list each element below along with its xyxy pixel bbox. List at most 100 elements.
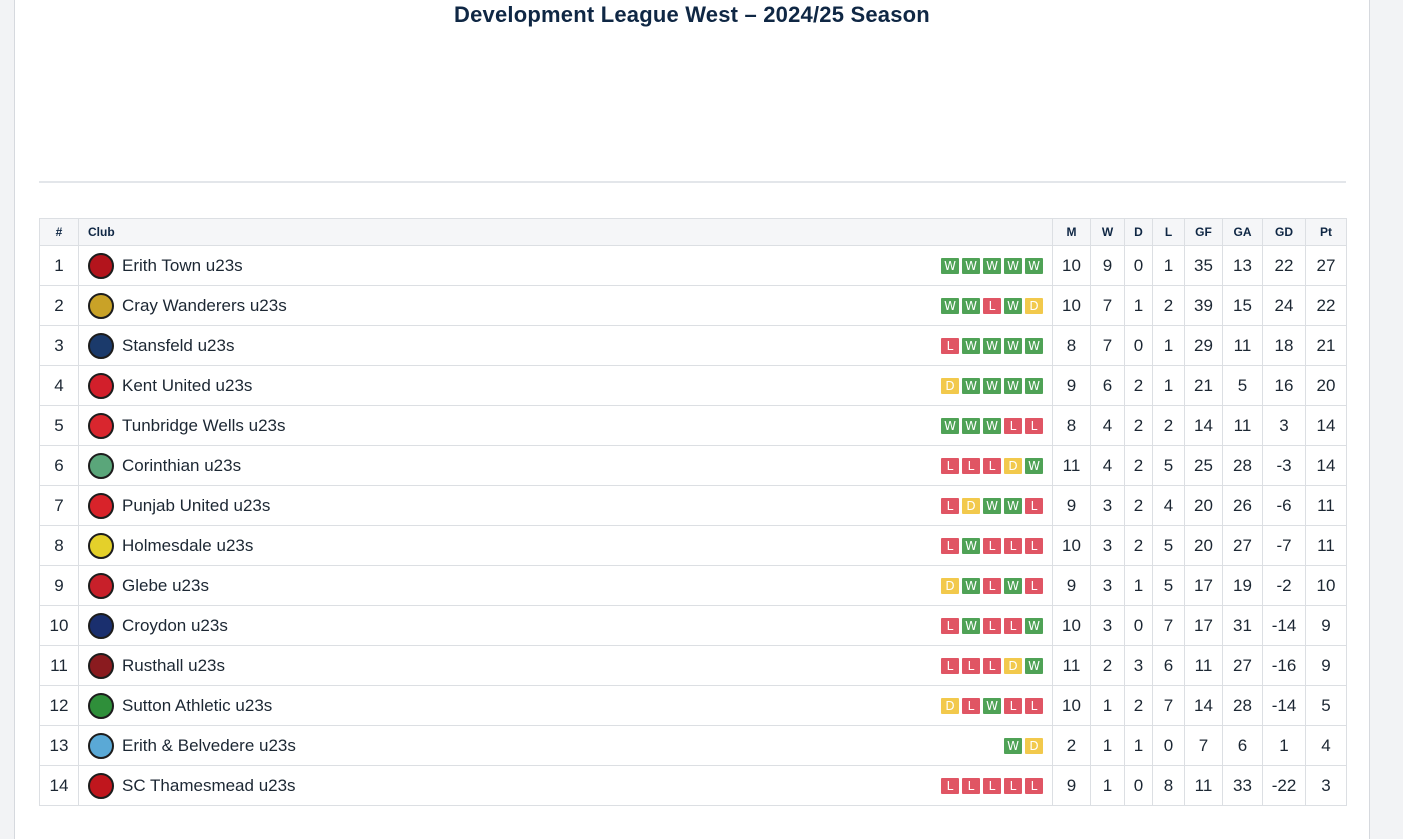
club-name[interactable]: Stansfeld u23s	[122, 335, 235, 355]
draws-cell: 1	[1124, 725, 1153, 766]
club-name[interactable]: Erith & Belvedere u23s	[122, 735, 296, 755]
form-badge: D	[941, 377, 959, 394]
form-badge: W	[1025, 657, 1043, 674]
club-cell[interactable]: Corinthian u23s L L L D W	[78, 445, 1053, 486]
form-badge: D	[1025, 737, 1043, 754]
page-title: Development League West – 2024/25 Season	[454, 2, 930, 27]
form-badge: W	[983, 697, 1001, 714]
goal-difference-cell: -22	[1262, 765, 1306, 806]
wins-cell: 9	[1090, 245, 1125, 286]
club-cell[interactable]: Punjab United u23s L D W W L	[78, 485, 1053, 526]
form-badge: L	[1004, 697, 1022, 714]
goals-for-cell: 35	[1184, 245, 1223, 286]
losses-cell: 7	[1152, 685, 1185, 726]
form-badge: W	[941, 297, 959, 314]
club-cell[interactable]: Holmesdale u23s L W L L L	[78, 525, 1053, 566]
club-name[interactable]: Tunbridge Wells u23s	[122, 415, 286, 435]
form-badge: W	[962, 537, 980, 554]
goals-for-cell: 11	[1184, 645, 1223, 686]
club-cell[interactable]: Croydon u23s L W L L W	[78, 605, 1053, 646]
col-header-position[interactable]: #	[39, 218, 79, 246]
club-name[interactable]: Kent United u23s	[122, 375, 253, 395]
wins-cell: 7	[1090, 325, 1125, 366]
club-name[interactable]: Rusthall u23s	[122, 655, 226, 675]
club-cell[interactable]: Stansfeld u23s L W W W W	[78, 325, 1053, 366]
col-header-losses[interactable]: L	[1152, 218, 1185, 246]
form-badge: L	[941, 337, 959, 354]
draws-cell: 2	[1124, 365, 1153, 406]
club-cell[interactable]: SC Thamesmead u23s L L L L L	[78, 765, 1053, 806]
table-row[interactable]: 12 Sutton Athletic u23s D L W L L 10 1 2 7 14 28 -14 5	[39, 685, 1347, 726]
table-row[interactable]: 13 Erith & Belvedere u23s W D 2 1 1 0 7 6 1 4	[39, 725, 1347, 766]
club-name[interactable]: Cray Wanderers u23s	[122, 295, 287, 315]
form-badge: W	[962, 417, 980, 434]
table-row[interactable]: 9 Glebe u23s D W L W L 9 3 1 5 17 19 -2 10	[39, 565, 1347, 606]
draws-cell: 2	[1124, 525, 1153, 566]
goals-against-cell: 11	[1222, 405, 1263, 446]
club-name[interactable]: Croydon u23s	[122, 615, 228, 635]
table-row[interactable]: 8 Holmesdale u23s L W L L L 10 3 2 5 20 27 -7 11	[39, 525, 1347, 566]
col-header-points[interactable]: Pt	[1305, 218, 1347, 246]
form-badge: L	[941, 657, 959, 674]
table-row[interactable]: 7 Punjab United u23s L D W W L 9 3 2 4 20 26 -6 11	[39, 485, 1347, 526]
position-cell: 3	[39, 325, 79, 366]
club-name[interactable]: Punjab United u23s	[122, 495, 271, 515]
club-cell[interactable]: Glebe u23s D W L W L	[78, 565, 1053, 606]
table-row[interactable]: 14 SC Thamesmead u23s L L L L L 9 1 0 8 11 33 -22 3	[39, 765, 1347, 806]
position-cell: 10	[39, 605, 79, 646]
position-cell: 1	[39, 245, 79, 286]
table-row[interactable]: 5 Tunbridge Wells u23s W W W L L 8 4 2 2 14 11 3 14	[39, 405, 1347, 446]
club-wrap: Holmesdale u23s L W L L L	[79, 532, 1052, 559]
club-name[interactable]: Holmesdale u23s	[122, 535, 254, 555]
form-badge: L	[983, 457, 1001, 474]
club-name[interactable]: Corinthian u23s	[122, 455, 242, 475]
matches-cell: 2	[1052, 725, 1091, 766]
goals-against-cell: 26	[1222, 485, 1263, 526]
col-header-goals-against[interactable]: GA	[1222, 218, 1263, 246]
table-row[interactable]: 11 Rusthall u23s L L L D W 11 2 3 6 11 27 -16 9	[39, 645, 1347, 686]
club-cell[interactable]: Rusthall u23s L L L D W	[78, 645, 1053, 686]
col-header-wins[interactable]: W	[1090, 218, 1125, 246]
position-cell: 6	[39, 445, 79, 486]
col-header-goal-difference[interactable]: GD	[1262, 218, 1306, 246]
form-badge: W	[1004, 257, 1022, 274]
position-cell: 2	[39, 285, 79, 326]
club-cell[interactable]: Sutton Athletic u23s D L W L L	[78, 685, 1053, 726]
club-name[interactable]: Sutton Athletic u23s	[122, 695, 273, 715]
club-name[interactable]: Erith Town u23s	[122, 255, 243, 275]
table-row[interactable]: 1 Erith Town u23s W W W W W 10 9 0 1 35 13 22 27	[39, 245, 1347, 286]
rusthall-crest	[88, 652, 114, 679]
club-cell[interactable]: Erith & Belvedere u23s W D	[78, 725, 1053, 766]
club-name[interactable]: Glebe u23s	[122, 575, 209, 595]
club-cell[interactable]: Tunbridge Wells u23s W W W L L	[78, 405, 1053, 446]
table-row[interactable]: 6 Corinthian u23s L L L D W 11 4 2 5 25 28 -3 14	[39, 445, 1347, 486]
position-cell: 11	[39, 645, 79, 686]
table-row[interactable]: 4 Kent United u23s D W W W W 9 6 2 1 21 5 16 20	[39, 365, 1347, 406]
sutton-athletic-crest	[88, 692, 114, 719]
losses-cell: 2	[1152, 285, 1185, 326]
col-header-draws[interactable]: D	[1124, 218, 1153, 246]
col-header-club[interactable]: Club	[78, 218, 1053, 246]
form-badge: L	[1025, 537, 1043, 554]
col-header-goals-for[interactable]: GF	[1184, 218, 1223, 246]
form-badge: W	[941, 257, 959, 274]
table-row[interactable]: 2 Cray Wanderers u23s W W L W D 10 7 1 2 39 15 24 22	[39, 285, 1347, 326]
club-cell[interactable]: Cray Wanderers u23s W W L W D	[78, 285, 1053, 326]
matches-cell: 9	[1052, 765, 1091, 806]
goals-against-cell: 28	[1222, 445, 1263, 486]
club-wrap: Punjab United u23s L D W W L	[79, 492, 1052, 519]
table-row[interactable]: 10 Croydon u23s L W L L W 10 3 0 7 17 31 -14 9	[39, 605, 1347, 646]
form-badge: W	[962, 337, 980, 354]
club-name[interactable]: SC Thamesmead u23s	[122, 775, 296, 795]
standings-table: # Club M W D L GF GA GD Pt 1 Erith Town u…	[39, 218, 1347, 806]
table-row[interactable]: 3 Stansfeld u23s L W W W W 8 7 0 1 29 11 18 21	[39, 325, 1347, 366]
club-cell[interactable]: Kent United u23s D W W W W	[78, 365, 1053, 406]
goals-against-cell: 19	[1222, 565, 1263, 606]
goals-against-cell: 15	[1222, 285, 1263, 326]
form-badge: D	[1025, 297, 1043, 314]
club-cell[interactable]: Erith Town u23s W W W W W	[78, 245, 1053, 286]
draws-cell: 2	[1124, 685, 1153, 726]
col-header-matches[interactable]: M	[1052, 218, 1091, 246]
